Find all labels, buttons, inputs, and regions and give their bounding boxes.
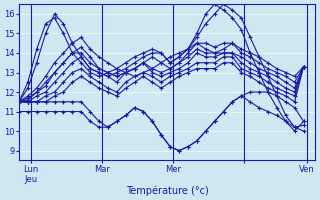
X-axis label: Température (°c): Température (°c) (126, 185, 209, 196)
